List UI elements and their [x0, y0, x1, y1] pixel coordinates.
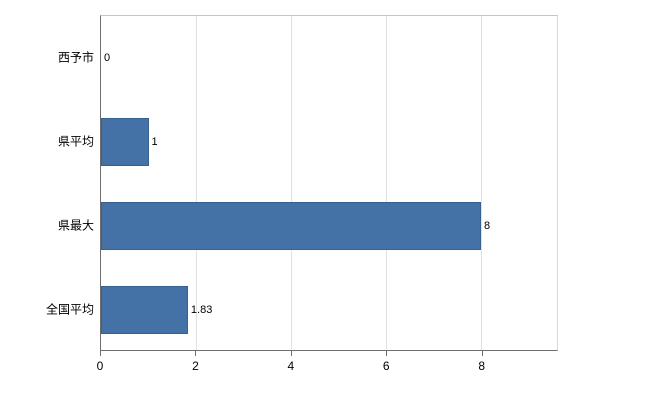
x-tick-label: 2: [192, 359, 199, 373]
gridline: [291, 16, 292, 350]
bar-row: 1.83: [101, 268, 557, 352]
x-tick-label: 4: [287, 359, 295, 373]
x-tick-label: 6: [382, 359, 390, 373]
bar: [101, 286, 188, 334]
x-tick-label: 0: [96, 359, 104, 373]
bar: [101, 118, 149, 166]
x-tick-mark: [290, 351, 292, 356]
x-tick-mark: [386, 351, 388, 356]
bar-row: 0: [101, 16, 557, 100]
y-axis-labels: 西予市県平均県最大全国平均: [0, 15, 94, 351]
bar: [101, 202, 481, 250]
bar-value-label: 0: [104, 52, 111, 64]
plot-area: 0 1 8 1.83: [100, 15, 558, 351]
bar-value-label: 1: [151, 136, 158, 148]
category-label: 県平均: [57, 134, 94, 149]
gridline: [196, 16, 197, 350]
x-tick-label: 8: [478, 359, 485, 373]
bar-row: 1: [101, 100, 557, 184]
bar-value-label: 1.83: [190, 304, 213, 316]
gridline: [481, 16, 482, 350]
x-tick-mark: [195, 351, 197, 356]
bar-row: 8: [101, 184, 557, 268]
x-tick-mark: [481, 351, 483, 356]
bar-value-label: 8: [484, 220, 491, 232]
x-axis: 0 2 4 6 8: [96, 351, 558, 381]
category-label: 西予市: [57, 50, 94, 65]
category-label: 県最大: [57, 218, 94, 233]
x-tick-mark: [100, 351, 101, 356]
category-label: 全国平均: [45, 302, 94, 317]
gridline: [386, 16, 387, 350]
